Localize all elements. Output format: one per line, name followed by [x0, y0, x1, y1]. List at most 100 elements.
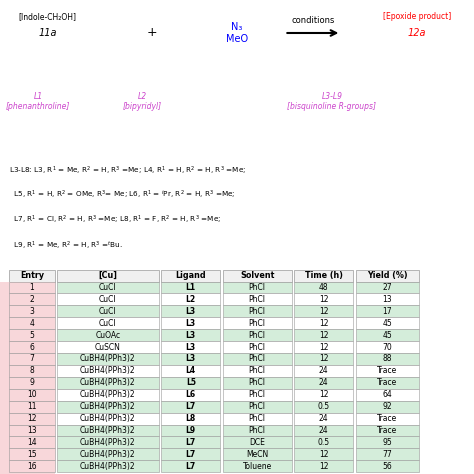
FancyBboxPatch shape	[223, 437, 292, 448]
FancyBboxPatch shape	[9, 341, 55, 353]
Text: 8: 8	[29, 366, 35, 375]
FancyBboxPatch shape	[356, 365, 419, 377]
FancyBboxPatch shape	[9, 365, 55, 377]
FancyBboxPatch shape	[161, 293, 220, 305]
FancyBboxPatch shape	[223, 365, 292, 377]
Text: [Epoxide product]: [Epoxide product]	[383, 12, 451, 21]
FancyBboxPatch shape	[57, 305, 159, 317]
FancyBboxPatch shape	[161, 365, 220, 377]
FancyBboxPatch shape	[9, 353, 55, 365]
FancyBboxPatch shape	[356, 401, 419, 413]
FancyBboxPatch shape	[57, 377, 159, 389]
FancyBboxPatch shape	[356, 341, 419, 353]
FancyBboxPatch shape	[223, 293, 292, 305]
FancyBboxPatch shape	[356, 413, 419, 425]
Text: 6: 6	[29, 343, 35, 352]
Text: 12: 12	[319, 319, 328, 328]
FancyBboxPatch shape	[223, 377, 292, 389]
FancyBboxPatch shape	[356, 460, 419, 472]
FancyBboxPatch shape	[356, 353, 419, 365]
Text: 14: 14	[27, 438, 37, 447]
Text: 7: 7	[29, 355, 35, 364]
Text: 0.5: 0.5	[318, 402, 329, 411]
Text: PhCl: PhCl	[249, 414, 265, 423]
FancyBboxPatch shape	[161, 401, 220, 413]
Text: CuCl: CuCl	[99, 307, 117, 316]
FancyBboxPatch shape	[161, 305, 220, 317]
Text: 24: 24	[319, 366, 328, 375]
Text: CuCl: CuCl	[99, 283, 117, 292]
FancyBboxPatch shape	[294, 353, 353, 365]
FancyBboxPatch shape	[9, 460, 55, 472]
Text: 13: 13	[27, 426, 37, 435]
Text: L3: L3	[186, 355, 196, 364]
Text: CuCl: CuCl	[99, 319, 117, 328]
Text: 77: 77	[383, 450, 392, 459]
Text: CuBH4(PPh3)2: CuBH4(PPh3)2	[80, 450, 136, 459]
FancyBboxPatch shape	[294, 270, 353, 282]
Text: 9: 9	[29, 378, 35, 387]
FancyBboxPatch shape	[57, 389, 159, 401]
Text: 13: 13	[383, 295, 392, 304]
FancyBboxPatch shape	[57, 341, 159, 353]
Text: PhCl: PhCl	[249, 343, 265, 352]
FancyBboxPatch shape	[161, 437, 220, 448]
FancyBboxPatch shape	[57, 282, 159, 293]
Text: 12: 12	[319, 343, 328, 352]
Text: 1: 1	[29, 283, 35, 292]
Text: L5, R$^1$ = H, R$^2$ = OMe, R$^3$= Me; L6, R$^1$ = $^i$Pr, R$^2$ = H, R$^3$ =Me;: L5, R$^1$ = H, R$^2$ = OMe, R$^3$= Me; L…	[9, 189, 236, 201]
FancyBboxPatch shape	[161, 448, 220, 460]
Text: 16: 16	[27, 462, 37, 471]
Text: L1: L1	[186, 283, 196, 292]
Text: [Cu]: [Cu]	[98, 271, 118, 280]
Text: CuBH4(PPh3)2: CuBH4(PPh3)2	[80, 355, 136, 364]
FancyBboxPatch shape	[57, 425, 159, 437]
FancyBboxPatch shape	[9, 317, 55, 329]
FancyBboxPatch shape	[356, 329, 419, 341]
FancyBboxPatch shape	[161, 270, 220, 282]
FancyBboxPatch shape	[356, 377, 419, 389]
Text: 48: 48	[319, 283, 328, 292]
Text: L7, R$^1$ = Cl, R$^2$ = H, R$^3$ =Me; L8, R$^1$ = F, R$^2$ = H, R$^3$ =Me;: L7, R$^1$ = Cl, R$^2$ = H, R$^3$ =Me; L8…	[9, 214, 222, 226]
FancyBboxPatch shape	[9, 437, 55, 448]
FancyBboxPatch shape	[161, 377, 220, 389]
Text: L7: L7	[186, 402, 196, 411]
Text: 12: 12	[319, 307, 328, 316]
Text: PhCl: PhCl	[249, 295, 265, 304]
FancyBboxPatch shape	[223, 282, 292, 293]
Text: CuBH4(PPh3)2: CuBH4(PPh3)2	[80, 414, 136, 423]
Text: L1
[phenanthroline]: L1 [phenanthroline]	[6, 92, 70, 111]
Text: 5: 5	[29, 331, 35, 340]
Text: CuSCN: CuSCN	[95, 343, 121, 352]
Text: DCE: DCE	[249, 438, 265, 447]
FancyBboxPatch shape	[161, 353, 220, 365]
Text: 12: 12	[319, 331, 328, 340]
Text: PhCl: PhCl	[249, 319, 265, 328]
Text: 27: 27	[383, 283, 392, 292]
FancyBboxPatch shape	[9, 413, 55, 425]
Text: 45: 45	[383, 331, 392, 340]
Text: Toluene: Toluene	[243, 462, 272, 471]
FancyBboxPatch shape	[294, 437, 353, 448]
Text: 0.5: 0.5	[318, 438, 329, 447]
Text: L4: L4	[186, 366, 196, 375]
FancyBboxPatch shape	[294, 282, 353, 293]
FancyBboxPatch shape	[223, 341, 292, 353]
Text: L7: L7	[186, 450, 196, 459]
Text: L8: L8	[186, 414, 196, 423]
Text: 24: 24	[319, 378, 328, 387]
FancyBboxPatch shape	[57, 365, 159, 377]
FancyBboxPatch shape	[356, 448, 419, 460]
FancyBboxPatch shape	[223, 329, 292, 341]
FancyBboxPatch shape	[9, 293, 55, 305]
FancyBboxPatch shape	[223, 317, 292, 329]
FancyBboxPatch shape	[223, 305, 292, 317]
Text: Yield (%): Yield (%)	[367, 271, 408, 280]
Text: 12: 12	[319, 390, 328, 399]
FancyBboxPatch shape	[161, 425, 220, 437]
Text: L5: L5	[186, 378, 196, 387]
Text: CuBH4(PPh3)2: CuBH4(PPh3)2	[80, 402, 136, 411]
Text: PhCl: PhCl	[249, 390, 265, 399]
Text: 95: 95	[383, 438, 392, 447]
FancyBboxPatch shape	[223, 413, 292, 425]
